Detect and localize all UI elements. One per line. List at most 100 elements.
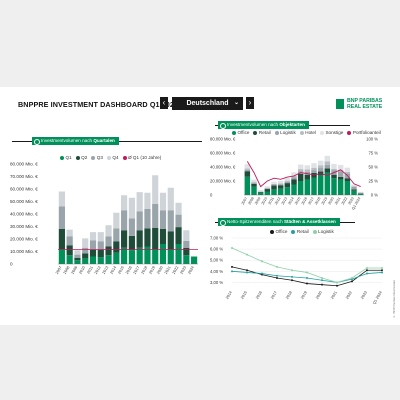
bar-segment [271,189,277,195]
bar-segment [89,249,97,257]
bar-segment [121,230,128,248]
bar-segment [74,257,81,261]
bar-segment [257,190,264,192]
bar-segment [317,165,324,169]
prev-country-button[interactable]: ‹ [160,97,168,109]
legend-item: Q2 [75,155,87,160]
legend-swatch [299,130,304,135]
bar-segment [152,175,159,204]
bar-segment [66,236,73,246]
bar-segment [331,178,337,195]
x-tick-label: 2018 [141,266,149,275]
source-note: © BNP Paribas Real Estate [392,280,396,319]
bar-segment [317,168,324,172]
bar-segment [304,179,311,195]
y-tick-label: 20.000 Mio. € [210,179,236,184]
legend-label: Logistik [280,130,296,135]
bar-segment [74,254,81,258]
y-tick-label: 0 [210,193,213,198]
bar-segment [113,252,120,264]
legend-swatch [122,155,127,160]
x-tick-label: 2020 [315,291,323,300]
bar-segment [257,192,264,195]
y-tick-label: 60.000 Mio. € [210,151,236,156]
series-point [336,284,338,287]
y2-tick-label: 50 % [368,165,378,170]
bar-segment [97,232,104,242]
series-point [306,277,308,279]
bar-segment [58,229,65,249]
x-tick-label: 2012 [274,197,281,206]
legend-item: Q1 [60,155,72,160]
x-tick-label: 2022 [172,266,180,275]
bar-segment [128,235,135,251]
x-tick-label: 2019 [321,197,328,206]
next-country-button[interactable]: › [246,97,254,109]
series-point [306,282,308,285]
y-tick-label: 10.000 Mio. € [10,249,38,254]
bar-segment [183,247,190,256]
chart-right-top-legend: Office Retail Logistik Hotel Sonstige Portfol… [232,130,385,135]
bar-segment [167,249,174,264]
x-tick-label: 2012 [94,266,102,275]
bar-segment [351,184,357,187]
bar-segment [136,230,143,248]
bar-segment [311,163,317,168]
x-tick-label: 2016 [301,197,308,206]
bar-segment [175,227,182,244]
x-tick-label: 2023 [347,197,354,206]
x-tick-label: 2023 [360,291,368,300]
bar-segment [244,171,251,177]
series-point [321,283,323,286]
bar-segment [82,238,89,248]
x-tick-label: 2014 [225,291,233,300]
logo-mark-icon [336,99,344,109]
legend-label: Ø Q1 (10 Jahre) [128,155,162,160]
series-point [291,275,293,278]
bar-segment [344,171,351,174]
y-tick-label: 0 [10,262,13,267]
title-main: BNPPRE INVESTMENT DASHBOARD [18,100,148,109]
x-tick-label: 2013 [102,266,110,275]
bar-segment [277,185,284,189]
y-tick-label: 50.000 Mio. € [10,199,38,204]
bar-segment [175,202,182,215]
bar-segment [183,255,190,264]
legend-item: Hotel [299,130,316,135]
bar-segment [144,246,151,264]
bar-segment [113,212,120,229]
bar-segment [264,186,271,188]
series-point [246,271,248,274]
bar-segment [136,211,143,231]
section-right-bottom-tag: Netto-Spitzenrenditen nach Städten & Ass… [218,218,340,226]
x-tick-label: 2014 [287,197,294,206]
legend-swatch [270,229,274,234]
x-tick-label: 2021 [330,291,338,300]
legend-swatch [75,155,80,160]
bar-segment [331,163,337,169]
x-tick-label: 2021 [334,197,341,206]
bar-segment [324,161,331,165]
x-tick-label: 2019 [148,266,156,275]
bar-segment [128,218,135,236]
x-tick-label: 2022 [345,291,353,300]
x-tick-label: 2007 [241,197,248,206]
bar-segment [136,247,143,264]
bar-segment [136,192,143,212]
bar-segment [121,195,128,211]
legend-label: Hotel [305,130,316,135]
x-tick-label: 2011 [86,266,94,275]
legend-label: Office [275,229,288,234]
series-point [381,269,383,272]
bar-segment [121,247,128,264]
logo-line-2: REAL ESTATE [347,104,383,110]
legend-item: Q3 [91,155,103,160]
section-left-prefix: Investmentvolumen nach [41,138,93,143]
bar-segment [191,256,198,264]
series-point [261,260,263,263]
bar-segment [284,177,291,181]
country-select[interactable]: Deutschland ⌄ [172,97,243,110]
chart-prime-yields: 3,00 % 4,00 % 5,00 % 6,00 % 7,00 % 2014 2015 20… [210,236,383,305]
x-tick-label: 2009 [254,197,261,206]
bar-segment [344,181,351,195]
